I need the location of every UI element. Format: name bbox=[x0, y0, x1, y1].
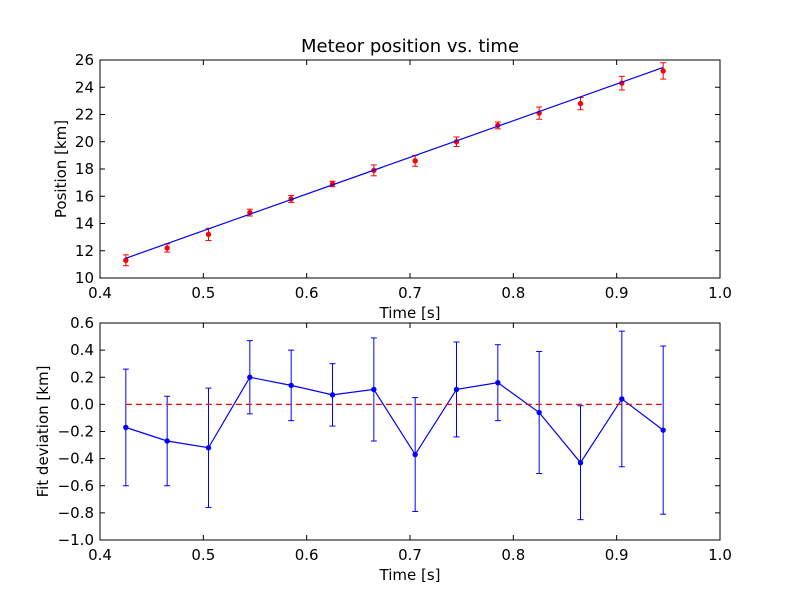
data-point bbox=[412, 158, 418, 164]
y-tick-label: 14 bbox=[75, 215, 94, 233]
x-tick-label: 0.5 bbox=[191, 284, 215, 302]
data-point bbox=[371, 386, 377, 393]
x-tick-label: 1.0 bbox=[708, 284, 732, 302]
x-tick-label: 0.8 bbox=[501, 546, 525, 564]
position-plot: 0.4 0.5 0.6 0.7 0.8 0.9 1.0 10 12 14 16 18 20 22 24 26 M… bbox=[52, 36, 732, 322]
y-axis-label: Position [km] bbox=[52, 120, 70, 218]
data-point bbox=[164, 438, 170, 444]
x-tick-label: 0.9 bbox=[605, 284, 629, 302]
data-point bbox=[453, 386, 460, 393]
x-axis-label: Time [s] bbox=[379, 304, 441, 322]
x-tick-label: 0.5 bbox=[191, 546, 215, 564]
data-point bbox=[123, 424, 129, 431]
y-tick-label: −0.8 bbox=[58, 504, 94, 522]
y-tick-label: 16 bbox=[75, 187, 94, 205]
y-tick-label: 0.6 bbox=[70, 314, 94, 332]
y-tick-label: 24 bbox=[75, 78, 94, 96]
data-point bbox=[536, 409, 542, 416]
fit-line bbox=[125, 66, 664, 259]
data-point bbox=[123, 257, 129, 263]
x-tick-label: 0.7 bbox=[398, 284, 422, 302]
deviation-line bbox=[125, 376, 664, 464]
y-tick-label: 26 bbox=[75, 51, 94, 69]
y-tick-label: 10 bbox=[75, 269, 94, 287]
y-tick-label: 18 bbox=[75, 160, 94, 178]
x-tick-label: 0.4 bbox=[88, 546, 112, 564]
x-tick-label: 0.7 bbox=[398, 546, 422, 564]
x-tick-label: 0.6 bbox=[295, 546, 319, 564]
y-tick-label: 0.2 bbox=[70, 368, 94, 386]
data-point bbox=[329, 392, 336, 398]
x-tick-label: 1.0 bbox=[708, 546, 732, 564]
data-point bbox=[495, 379, 501, 386]
data-point bbox=[247, 374, 253, 380]
plot-frame bbox=[99, 59, 721, 279]
data-point bbox=[577, 100, 584, 107]
x-tick-label: 0.4 bbox=[88, 284, 112, 302]
x-axis-label: Time [s] bbox=[379, 566, 441, 584]
y-tick-label: −1.0 bbox=[58, 531, 94, 549]
data-point bbox=[577, 459, 584, 466]
y-tick-label: 0.0 bbox=[70, 395, 94, 413]
y-tick-label: −0.6 bbox=[58, 477, 94, 495]
y-tick-label: −0.2 bbox=[58, 423, 94, 441]
y-axis-label: Fit deviation [km] bbox=[34, 366, 52, 498]
data-point bbox=[164, 245, 170, 251]
y-tick-label: 20 bbox=[75, 133, 94, 151]
data-point bbox=[412, 451, 418, 458]
data-point bbox=[288, 382, 294, 389]
y-tick-label: −0.4 bbox=[58, 450, 94, 468]
plot-frame bbox=[99, 322, 721, 541]
y-tick-label: 12 bbox=[75, 242, 94, 260]
y-tick-label: 22 bbox=[75, 106, 94, 124]
data-point bbox=[619, 396, 625, 402]
x-tick-label: 0.9 bbox=[605, 546, 629, 564]
data-point bbox=[660, 427, 666, 433]
x-tick-label: 0.8 bbox=[501, 284, 525, 302]
data-point bbox=[660, 68, 666, 74]
chart-title: Meteor position vs. time bbox=[301, 36, 519, 57]
y-tick-label: 0.4 bbox=[70, 341, 94, 359]
data-point bbox=[205, 445, 212, 451]
data-point bbox=[205, 231, 212, 238]
x-tick-label: 0.6 bbox=[295, 284, 319, 302]
deviation-plot: 0.4 0.5 0.6 0.7 0.8 0.9 1.0 −1.0 −0.8 −0.6 −0.4 −0.… bbox=[34, 314, 732, 584]
